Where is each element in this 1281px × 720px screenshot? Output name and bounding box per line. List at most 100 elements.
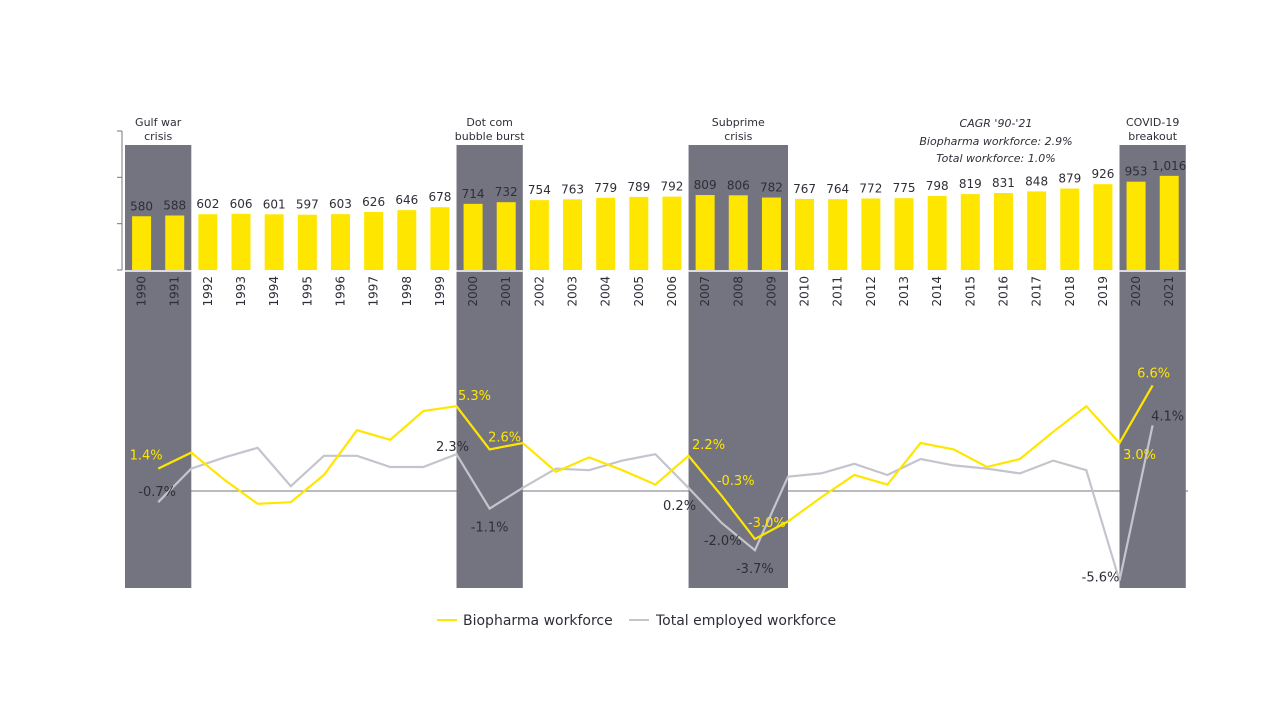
- bar-2000: [463, 203, 483, 270]
- year-label: 2008: [731, 276, 745, 307]
- cagr-title: CAGR '90-'21: [960, 117, 1033, 130]
- cagr-total: Total workforce: 1.0%: [936, 152, 1055, 165]
- crisis-label-dot-com: Dot com: [466, 116, 513, 129]
- bar-value-labels: 580 588 602 606 601 597 603 626 646 678 714 732 754 7…: [130, 159, 1186, 213]
- bar-1999: [430, 207, 450, 270]
- bar-value-label: 603: [329, 197, 352, 211]
- bar-value-label: 879: [1058, 172, 1081, 186]
- bar-2013: [894, 198, 914, 270]
- year-label: 1991: [168, 276, 182, 307]
- crisis-label-subprime: Subprime: [712, 116, 765, 129]
- line-total: [157, 425, 1154, 581]
- legend: Biopharma workforce Total employed workf…: [437, 613, 836, 629]
- bar-value-label: 597: [296, 198, 319, 212]
- year-label: 2018: [1063, 276, 1077, 307]
- year-label: 2019: [1096, 276, 1110, 307]
- bar-2011: [828, 199, 848, 270]
- year-label: 2009: [764, 276, 778, 307]
- line-annotation-total: -5.6%: [1082, 571, 1120, 586]
- line-series: [157, 384, 1154, 581]
- bar-1990: [132, 216, 152, 270]
- bar-value-label: 732: [495, 185, 518, 199]
- bar-2006: [662, 196, 682, 270]
- year-label: 2021: [1162, 276, 1176, 307]
- bar-1991: [165, 215, 185, 270]
- bar-1992: [198, 214, 218, 270]
- bar-value-label: 953: [1125, 165, 1148, 179]
- line-annotation-biopharma: 3.0%: [1123, 448, 1156, 463]
- bar-value-label: 767: [793, 182, 816, 196]
- crisis-label-subprime: crisis: [724, 130, 752, 143]
- year-label: 2006: [665, 276, 679, 307]
- bar-2012: [861, 198, 881, 270]
- year-label: 1994: [267, 276, 281, 307]
- bar-value-label: 714: [462, 187, 485, 201]
- bar-2020: [1126, 181, 1146, 270]
- year-label: 2017: [1030, 276, 1044, 307]
- bar-2003: [563, 199, 583, 270]
- year-label: 1995: [300, 276, 314, 307]
- line-biopharma: [157, 384, 1154, 541]
- bar-value-label: 819: [959, 177, 982, 191]
- crisis-bands: [125, 145, 1186, 588]
- line-annotation-total: 2.3%: [436, 440, 469, 455]
- bar-2014: [927, 196, 947, 270]
- bar-2021: [1159, 175, 1179, 270]
- legend-label-total: Total employed workforce: [655, 613, 836, 629]
- year-label: 1997: [367, 276, 381, 307]
- bar-2004: [596, 197, 616, 270]
- line-annotation-biopharma: 2.2%: [692, 438, 725, 453]
- bar-2018: [1060, 188, 1080, 270]
- crisis-label-dot-com: bubble burst: [455, 130, 525, 143]
- year-label: 2005: [632, 276, 646, 307]
- year-label: 2013: [897, 276, 911, 307]
- bar-value-label: 926: [1091, 167, 1114, 181]
- year-label: 1992: [201, 276, 215, 307]
- crisis-label-gulf-war: Gulf war: [135, 116, 182, 129]
- bar-2017: [1027, 191, 1047, 270]
- legend-label-biopharma: Biopharma workforce: [463, 613, 613, 629]
- year-label: 2002: [532, 276, 546, 307]
- bar-value-label: 606: [230, 197, 253, 211]
- line-annotations: 1.4% 5.3% 2.6% 2.2% -0.3% -3.0% 3.0% 6.6% -0.7% 2…: [130, 366, 1185, 585]
- line-annotation-total: 0.2%: [663, 499, 696, 514]
- year-label: 2014: [930, 276, 944, 307]
- bar-2005: [629, 196, 649, 270]
- bar-2015: [960, 194, 980, 270]
- bar-value-label: 789: [627, 180, 650, 194]
- crisis-label-covid: COVID-19: [1126, 116, 1179, 129]
- bar-1995: [297, 214, 317, 270]
- year-label: 1996: [333, 276, 347, 307]
- line-annotation-biopharma: 5.3%: [458, 389, 491, 404]
- line-annotation-total: -1.1%: [471, 521, 509, 536]
- bar-2007: [695, 195, 715, 270]
- bar-value-label: 798: [926, 179, 949, 193]
- bar-2008: [728, 195, 748, 270]
- bar-1997: [364, 211, 384, 270]
- line-annotation-biopharma: 1.4%: [130, 449, 163, 464]
- bar-value-label: 580: [130, 199, 153, 213]
- bar-value-label: 764: [826, 182, 849, 196]
- year-label: 2000: [466, 276, 480, 307]
- bar-2016: [993, 192, 1013, 270]
- bar-value-label: 772: [859, 181, 882, 195]
- bar-1996: [330, 214, 350, 270]
- year-label: 1999: [433, 276, 447, 307]
- bar-value-label: 775: [893, 181, 916, 195]
- year-label: 2020: [1129, 276, 1143, 307]
- line-annotation-biopharma: 2.6%: [488, 430, 521, 445]
- bar-value-label: 831: [992, 176, 1015, 190]
- bar-value-label: 848: [1025, 174, 1048, 188]
- bar-value-label: 754: [528, 183, 551, 197]
- year-label: 1990: [135, 276, 149, 307]
- bar-1993: [231, 213, 251, 270]
- line-annotation-total: -3.7%: [736, 562, 774, 577]
- bar-value-label: 763: [561, 182, 584, 196]
- x-tick-labels: 1990 1991 1992 1993 1994 1995 1996 1997 1998 1999…: [135, 276, 1177, 307]
- year-label: 2011: [831, 276, 845, 307]
- bar-value-label: 809: [694, 178, 717, 192]
- crisis-label-gulf-war: crisis: [144, 130, 172, 143]
- bar-value-label: 601: [263, 197, 286, 211]
- cagr-note: CAGR '90-'21 Biopharma workforce: 2.9% T…: [919, 117, 1072, 165]
